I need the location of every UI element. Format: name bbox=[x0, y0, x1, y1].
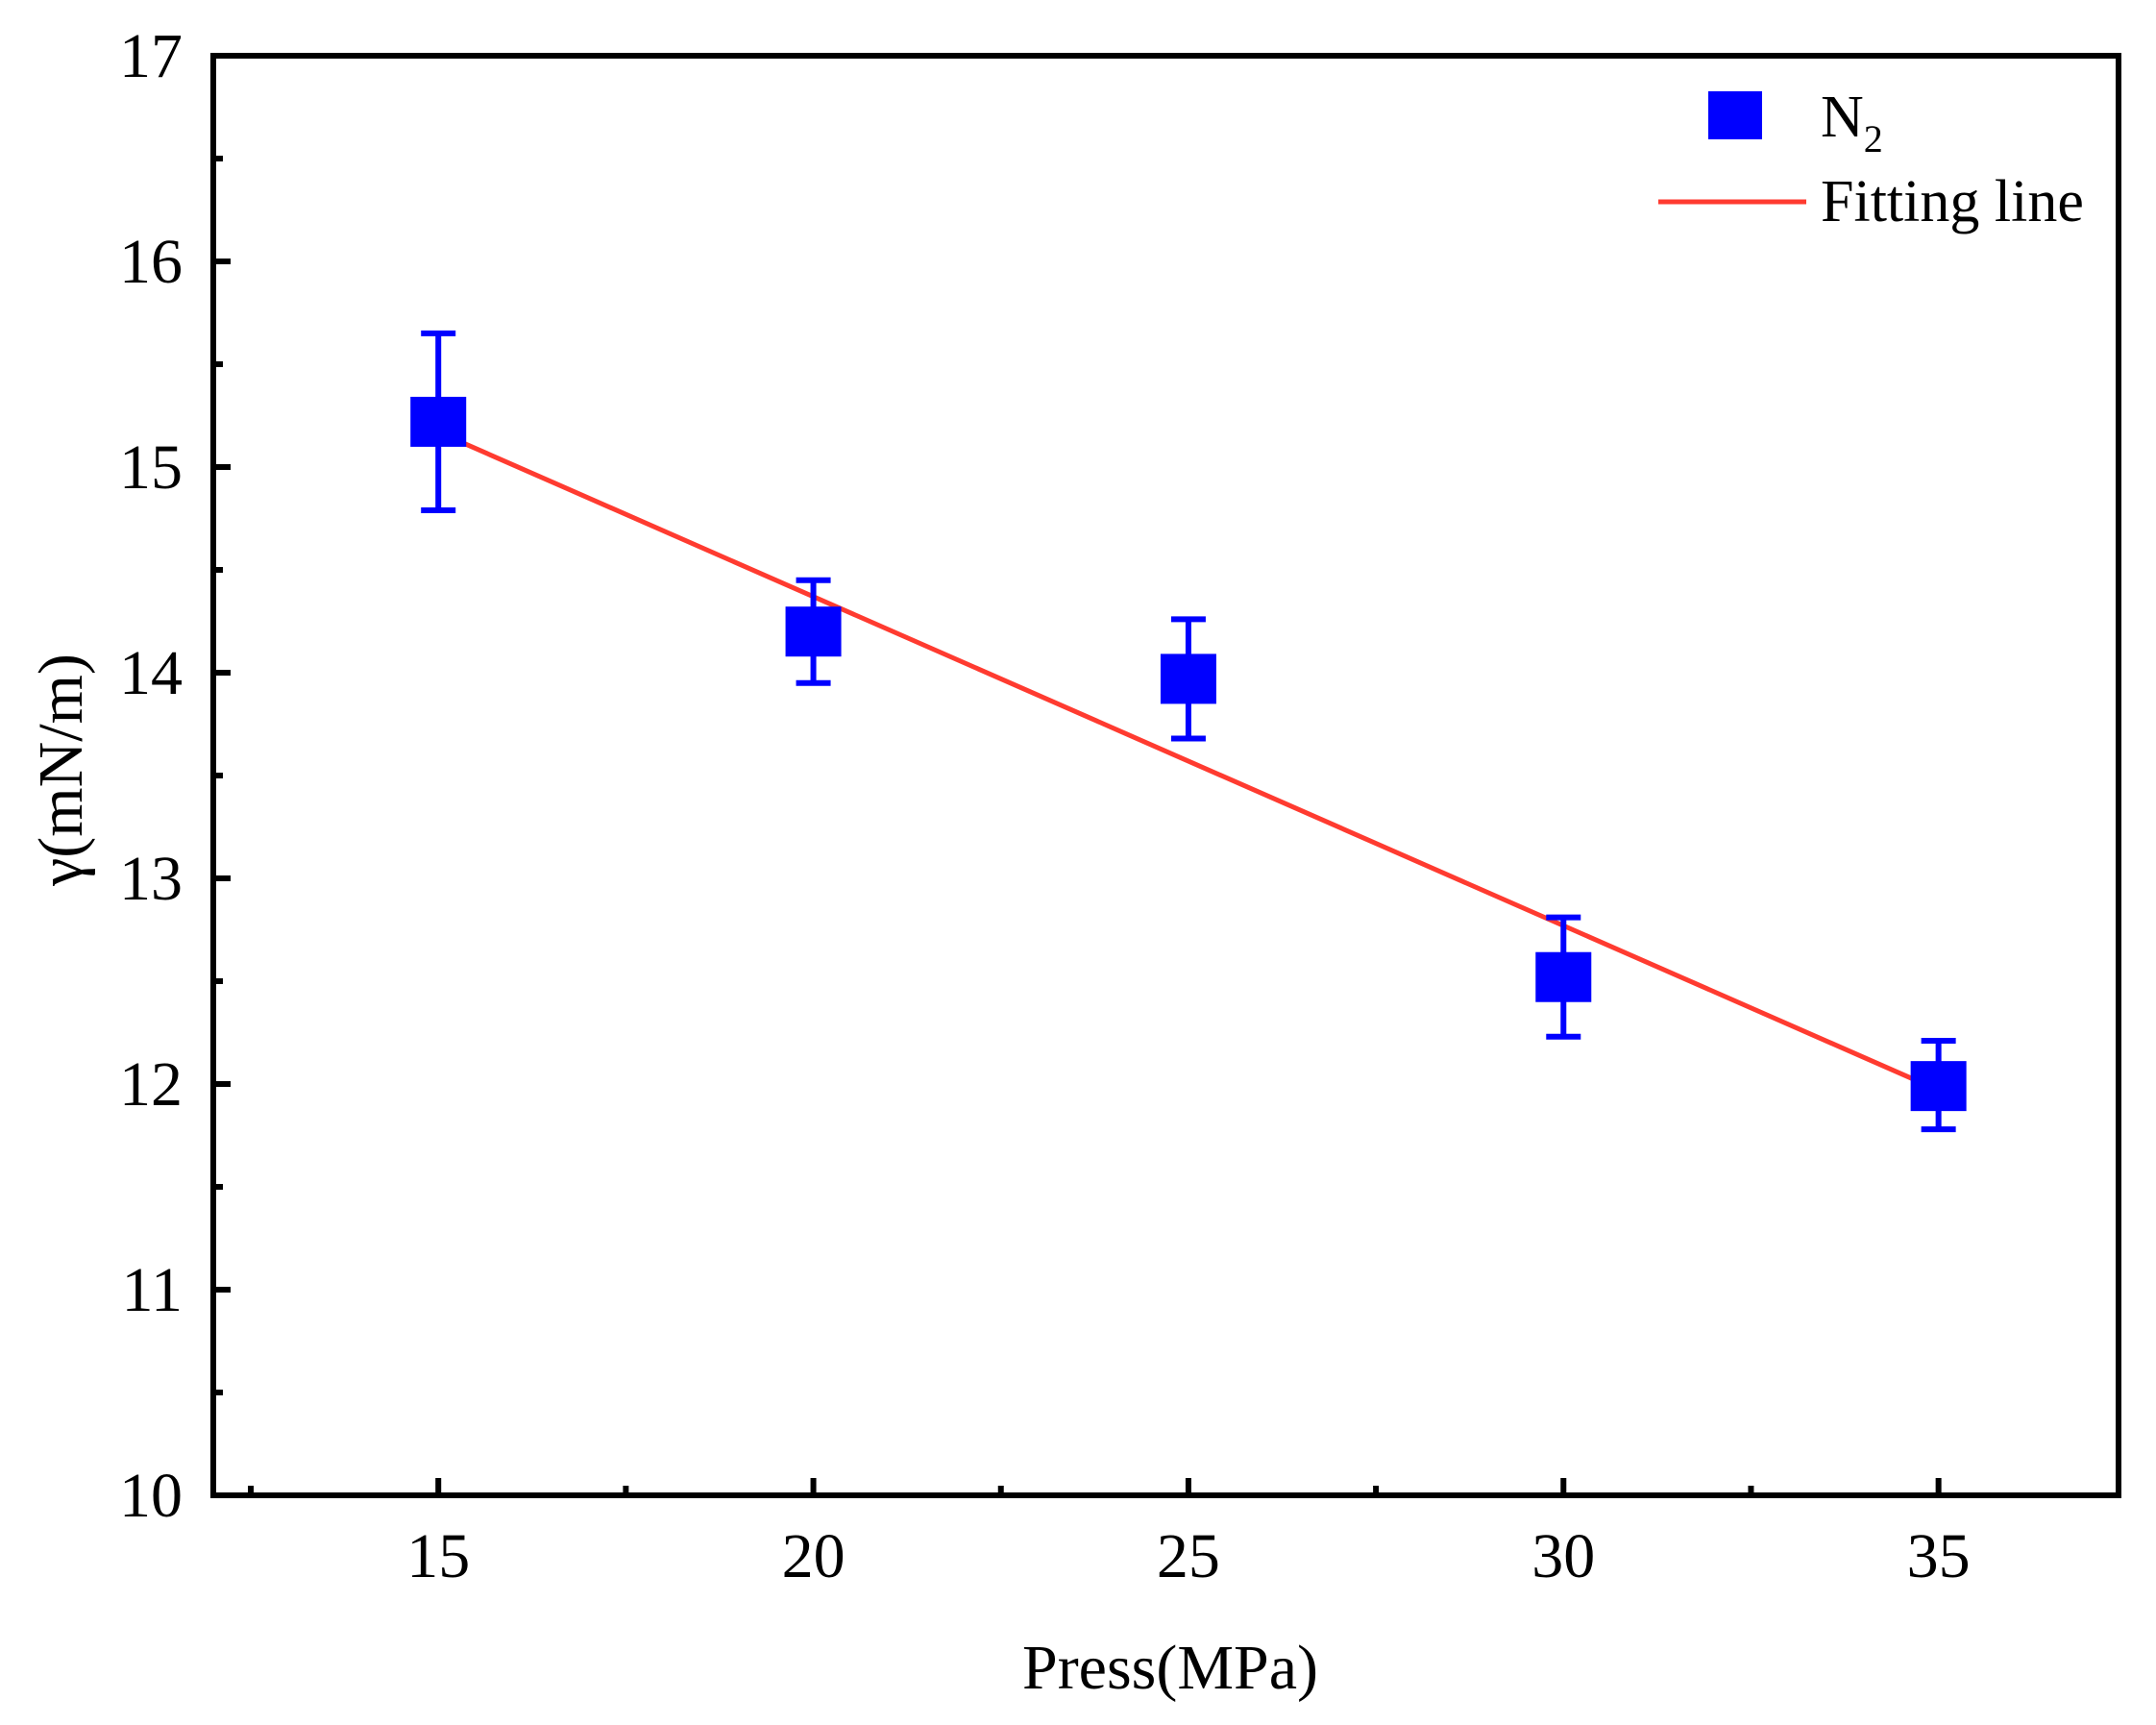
y-axis-title: γ(mN/m) bbox=[26, 653, 96, 887]
legend-label-fitting: Fitting line bbox=[1821, 169, 2084, 234]
y-tick-label: 14 bbox=[119, 638, 183, 708]
x-tick-label: 35 bbox=[1907, 1521, 1971, 1591]
y-tick-label: 12 bbox=[119, 1049, 183, 1120]
y-tick-label: 16 bbox=[119, 227, 183, 297]
data-group bbox=[410, 330, 1967, 1133]
x-tick-label: 30 bbox=[1531, 1521, 1595, 1591]
data-point bbox=[785, 606, 842, 657]
ticks-group: 15 20 25 30 35 10 11 12 13 14 15 16 17 bbox=[119, 21, 1971, 1591]
legend-label-n2: N2 bbox=[1821, 85, 1883, 160]
fitting-line bbox=[437, 430, 1940, 1093]
plot-frame bbox=[210, 53, 2121, 1498]
axes-group bbox=[210, 53, 2121, 1498]
data-point bbox=[1160, 653, 1216, 704]
x-axis-title: Press(MPa) bbox=[1022, 1633, 1318, 1703]
x-tick-label: 20 bbox=[782, 1521, 845, 1591]
y-tick-label: 11 bbox=[121, 1255, 183, 1325]
data-point bbox=[410, 396, 467, 447]
x-tick-label: 25 bbox=[1157, 1521, 1220, 1591]
y-tick-label: 17 bbox=[119, 21, 183, 91]
y-tick-label: 15 bbox=[119, 432, 183, 503]
x-tick-label: 15 bbox=[406, 1521, 470, 1591]
y-tick-label: 13 bbox=[119, 844, 183, 914]
legend-marker-n2 bbox=[1708, 91, 1762, 139]
data-point bbox=[1535, 951, 1592, 1002]
legend: N2 Fitting line bbox=[1658, 85, 2084, 234]
y-tick-label: 10 bbox=[119, 1461, 183, 1531]
data-point bbox=[1910, 1061, 1967, 1112]
